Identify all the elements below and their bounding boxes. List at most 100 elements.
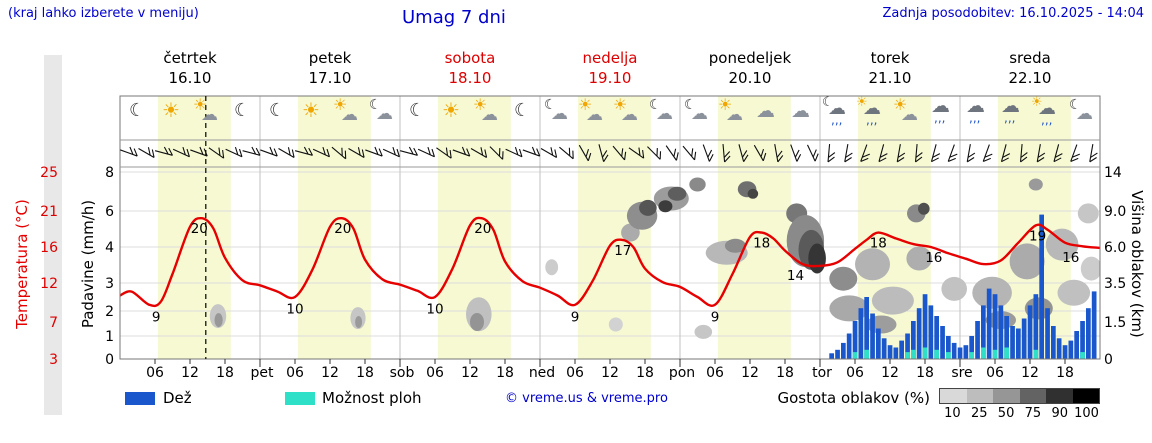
precip-tick: 6 [105, 204, 114, 220]
wind-barb [966, 144, 976, 163]
rain-bar [1074, 331, 1079, 359]
cloud-blob [1057, 279, 1091, 306]
weather-icon-sun-cloud: ☀ ☁ [193, 95, 218, 125]
rain-bar [1068, 340, 1074, 359]
hour-label: 06 [706, 365, 724, 381]
day-abbrev: pet [251, 365, 275, 381]
rain-bar [858, 308, 864, 359]
wind-barb [242, 146, 261, 156]
temp-value-label: 20 [474, 221, 491, 237]
precip-tick: 1 [105, 329, 114, 345]
cloud-blob [1028, 178, 1043, 191]
wind-barb [1000, 144, 1011, 163]
wind-barb [138, 147, 155, 158]
day-abbrev: ned [529, 365, 555, 381]
day-date: 22.10 [1008, 69, 1052, 88]
day-date: 17.10 [308, 69, 352, 88]
day-name: nedelja [582, 49, 638, 67]
hour-label: 06 [146, 365, 164, 381]
rain-bar [1033, 294, 1039, 359]
hour-label: 18 [636, 365, 654, 381]
wind-barb [827, 143, 836, 163]
day-header-sobota: sobota 18.10 [400, 48, 540, 89]
wind-barb [930, 144, 941, 163]
cloud-blob [829, 266, 858, 291]
temp-tick: 7 [49, 315, 58, 331]
wind-barb [738, 144, 749, 162]
cloud-blob [658, 200, 673, 213]
wind-barb [844, 144, 853, 163]
day-header-petek: petek 17.10 [260, 48, 400, 89]
density-tick-label: 25 [970, 406, 988, 421]
precip-tick: 8 [105, 165, 114, 181]
wind-barb [172, 146, 190, 158]
cloud-blob [667, 186, 687, 201]
temp-value-label: 19 [1029, 228, 1046, 244]
hour-label: 06 [426, 365, 444, 381]
weather-icon-sun: ☀ [302, 98, 320, 122]
wind-barb [1089, 144, 1098, 163]
weather-icon-sun-cloud: ☀ ☁ [473, 95, 498, 125]
cloud-blob [871, 286, 914, 315]
rain-bar [829, 353, 834, 359]
wind-barb [722, 143, 731, 163]
rain-bar [1056, 338, 1062, 359]
wind-barb [612, 145, 627, 161]
wind-barb [505, 146, 523, 158]
weather-icon-sun: ☀ [162, 98, 180, 122]
day-header-ponedeljek: ponedeljek 20.10 [680, 48, 820, 89]
temp-value-label: 9 [571, 309, 580, 325]
cloud-blob [545, 259, 559, 276]
weather-icon-sun-cloud: ☀ ☁ [893, 95, 918, 125]
wind-barb [417, 146, 435, 158]
wind-barb [452, 146, 471, 157]
cloud-tick: 9.0 [1104, 204, 1126, 220]
density-tick-label: 10 [944, 406, 961, 421]
temp-value-label: 9 [152, 309, 161, 325]
wind-barb [878, 144, 888, 163]
shower-bar [981, 347, 986, 359]
cloud-blob [639, 199, 657, 216]
rain-bar [957, 347, 963, 359]
credit-link[interactable]: © vreme.us & vreme.pro [505, 391, 668, 406]
weather-icon-moon-cloud: ☾ ☁ [684, 97, 708, 124]
rain-bar [1091, 291, 1097, 359]
temp-value-label: 20 [191, 221, 208, 237]
hour-label: 06 [286, 365, 304, 381]
weather-icon-moon: ☾ [409, 100, 426, 121]
wind-barb [436, 147, 452, 159]
density-tick-label: 75 [1024, 406, 1042, 421]
rain-bar [1021, 318, 1027, 359]
wind-barb [348, 147, 365, 158]
rain-bar [928, 305, 934, 359]
rain-bar [870, 313, 875, 359]
cloud-blob [694, 324, 713, 339]
shower-bar [992, 349, 998, 359]
rain-bar [1062, 345, 1068, 359]
wind-barb [470, 147, 488, 158]
day-header-nedelja: nedelja 19.10 [540, 48, 680, 89]
rain-legend-label: Dež [163, 389, 192, 407]
weather-icon-sun-cloud-rain: ☀ ☁,,, [1031, 95, 1056, 127]
rain-bar [1039, 214, 1044, 359]
rain-bar [1027, 305, 1033, 359]
shower-bar [1033, 349, 1039, 359]
cloud-blob [941, 276, 967, 301]
wind-barb [682, 145, 697, 161]
wind-barb [578, 144, 592, 162]
shower-bar [905, 352, 910, 359]
day-abbrev: sob [390, 365, 415, 381]
temp-value-label: 18 [753, 236, 770, 252]
rain-bar [940, 326, 945, 359]
cloud-tick: 3.5 [1104, 276, 1126, 292]
density-segment [1046, 389, 1073, 403]
rain-bar [841, 342, 846, 359]
rain-bar [981, 305, 986, 359]
rain-bar [905, 333, 910, 359]
hour-label: 06 [986, 365, 1004, 381]
shower-bar [864, 349, 869, 359]
weather-icon-moon-cloud: ☾ ☁ [544, 97, 568, 124]
rain-bar [864, 297, 869, 359]
wind-barb [665, 145, 679, 161]
